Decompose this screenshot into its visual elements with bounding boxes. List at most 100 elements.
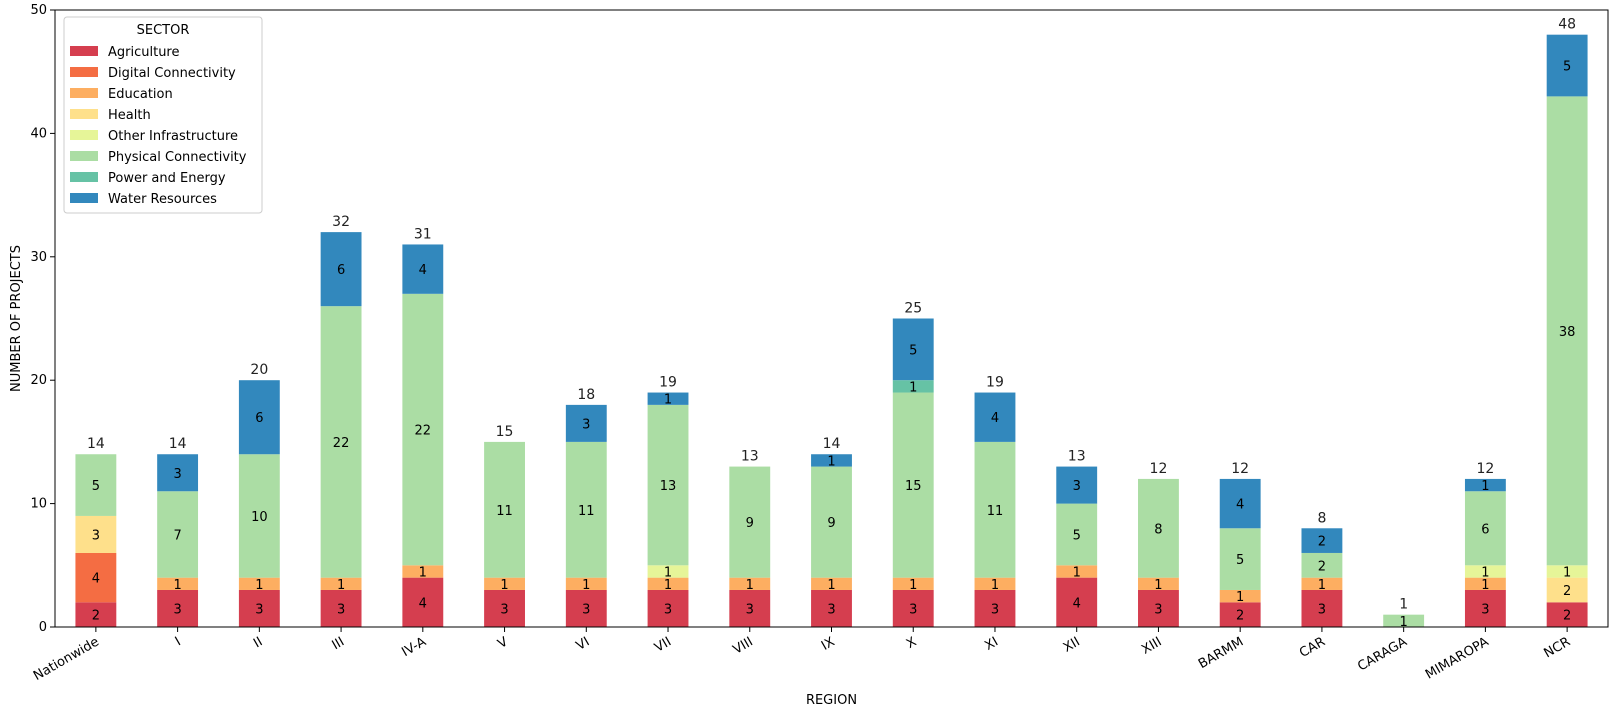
bar-total-label: 12 bbox=[1150, 461, 1168, 477]
legend-entry-label: Education bbox=[108, 87, 173, 102]
legend-frame bbox=[63, 16, 263, 214]
segment-value-label: 9 bbox=[827, 516, 835, 531]
bar-total-label: 14 bbox=[87, 436, 105, 452]
segment-value-label: 3 bbox=[173, 602, 181, 617]
bars-layer bbox=[75, 34, 1588, 627]
segment-labels-layer: 2435317331106312264122431113111331113131… bbox=[92, 60, 1576, 630]
bar-segment bbox=[729, 577, 771, 590]
segment-value-label: 1 bbox=[827, 578, 835, 593]
segment-value-label: 4 bbox=[1236, 498, 1244, 513]
bar-segment bbox=[1138, 577, 1179, 590]
bar-total-label: 31 bbox=[414, 226, 432, 242]
segment-value-label: 5 bbox=[1073, 528, 1081, 543]
bar-total-label: 8 bbox=[1317, 510, 1326, 526]
segment-value-label: 5 bbox=[909, 343, 917, 358]
segment-value-label: 1 bbox=[909, 380, 917, 395]
bar-total-label: 19 bbox=[659, 375, 677, 391]
segment-value-label: 3 bbox=[664, 602, 672, 617]
bar-segment bbox=[402, 565, 444, 578]
y-tick-label: 10 bbox=[30, 497, 47, 512]
segment-value-label: 1 bbox=[419, 565, 427, 580]
bar-segment bbox=[1464, 491, 1506, 566]
bar-segment bbox=[974, 577, 1016, 590]
bar-segment bbox=[1464, 589, 1506, 627]
segment-value-label: 2 bbox=[1563, 609, 1571, 624]
x-tick-label: II bbox=[251, 634, 265, 651]
bar-total-label: 13 bbox=[1068, 449, 1086, 465]
bar-segment bbox=[402, 577, 444, 627]
bar-segment bbox=[1464, 577, 1506, 590]
segment-value-label: 1 bbox=[1400, 615, 1408, 630]
segment-value-label: 4 bbox=[1073, 596, 1081, 611]
bar-segment bbox=[1056, 466, 1098, 504]
x-tick-label: XII bbox=[1061, 634, 1083, 655]
segment-value-label: 3 bbox=[827, 602, 835, 617]
segment-value-label: 2 bbox=[1318, 559, 1326, 574]
legend-entry-label: Health bbox=[108, 108, 151, 123]
segment-value-label: 3 bbox=[1318, 602, 1326, 617]
bar-segment bbox=[892, 577, 934, 590]
bar-total-label: 12 bbox=[1476, 461, 1494, 477]
segment-value-label: 13 bbox=[660, 479, 677, 494]
segment-value-label: 3 bbox=[582, 417, 590, 432]
bar-segment bbox=[1138, 478, 1179, 578]
bar-segment bbox=[647, 392, 689, 405]
bar-total-label: 14 bbox=[169, 436, 187, 452]
segment-value-label: 1 bbox=[664, 393, 672, 408]
segment-value-label: 1 bbox=[1481, 565, 1489, 580]
segment-value-label: 5 bbox=[1563, 60, 1571, 75]
bar-segment bbox=[484, 441, 525, 578]
bar-segment bbox=[1546, 577, 1588, 603]
segment-value-label: 11 bbox=[578, 504, 595, 519]
segment-value-label: 3 bbox=[991, 602, 999, 617]
segment-value-label: 1 bbox=[909, 578, 917, 593]
bar-total-label: 12 bbox=[1231, 461, 1249, 477]
x-tick-label: Nationwide bbox=[31, 634, 102, 684]
x-tick-label: VI bbox=[574, 634, 593, 653]
legend-entry-label: Other Infrastructure bbox=[108, 129, 238, 144]
segment-value-label: 3 bbox=[1481, 602, 1489, 617]
y-axis-title: NUMBER OF PROJECTS bbox=[9, 245, 24, 392]
bar-segment bbox=[565, 441, 607, 578]
bar-segment bbox=[402, 244, 444, 294]
bar-segment bbox=[974, 392, 1016, 442]
segment-value-label: 4 bbox=[92, 572, 100, 587]
bar-segment bbox=[320, 577, 362, 590]
bar-segment bbox=[1546, 565, 1588, 578]
segment-value-label: 1 bbox=[664, 578, 672, 593]
segment-value-label: 1 bbox=[1236, 590, 1244, 605]
y-tick-label: 40 bbox=[30, 126, 47, 141]
x-axis-title: REGION bbox=[806, 693, 857, 708]
x-tick-label: BARMM bbox=[1196, 634, 1246, 672]
segment-value-label: 3 bbox=[92, 528, 100, 543]
legend-entry-label: Agriculture bbox=[108, 45, 180, 60]
bar-segment bbox=[1056, 503, 1098, 566]
x-tick-label: III bbox=[330, 634, 347, 653]
segment-value-label: 1 bbox=[255, 578, 263, 593]
x-tick-label: V bbox=[495, 634, 510, 651]
legend-swatch bbox=[70, 67, 98, 77]
x-tick-label: XI bbox=[982, 634, 1001, 653]
segment-value-label: 2 bbox=[92, 609, 100, 624]
segment-value-label: 5 bbox=[1236, 553, 1244, 568]
bar-segment bbox=[974, 441, 1016, 578]
bar-total-label: 15 bbox=[496, 424, 514, 440]
bar-segment bbox=[811, 589, 852, 627]
legend-swatch bbox=[70, 88, 98, 98]
bar-total-label: 32 bbox=[332, 214, 350, 230]
segment-value-label: 10 bbox=[251, 510, 268, 525]
segment-value-label: 1 bbox=[1563, 565, 1571, 580]
bar-segment bbox=[157, 491, 199, 578]
bar-segment bbox=[647, 404, 689, 566]
bar-total-label: 13 bbox=[741, 449, 759, 465]
y-tick-label: 50 bbox=[30, 3, 47, 18]
segment-value-label: 3 bbox=[582, 602, 590, 617]
segment-value-label: 4 bbox=[419, 596, 427, 611]
bar-total-label: 20 bbox=[250, 362, 268, 378]
segment-value-label: 22 bbox=[415, 424, 432, 439]
y-tick-label: 0 bbox=[39, 620, 47, 635]
segment-value-label: 8 bbox=[1154, 522, 1162, 537]
segment-value-label: 4 bbox=[419, 263, 427, 278]
segment-value-label: 11 bbox=[496, 504, 513, 519]
